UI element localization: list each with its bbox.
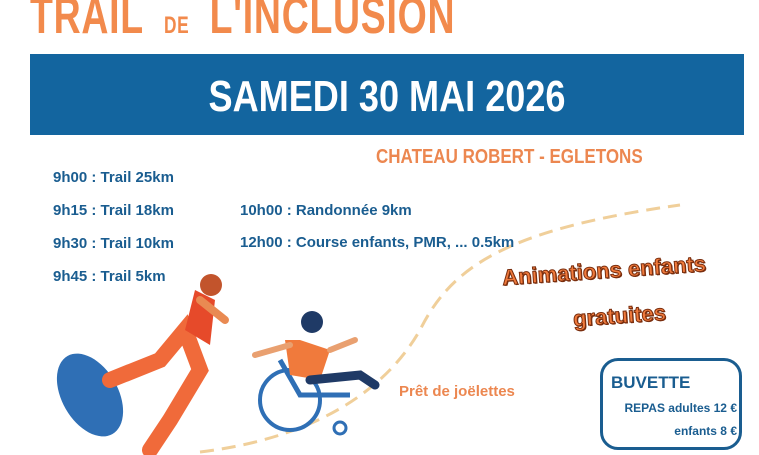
title-trail: TRAIL bbox=[30, 0, 144, 45]
title-de: DE bbox=[163, 12, 190, 39]
wheelchair-figure bbox=[252, 311, 380, 436]
buvette-price-adults: REPAS adultes 12 € bbox=[624, 401, 738, 415]
date-banner: SAMEDI 30 MAI 2026 bbox=[30, 54, 744, 135]
schedule-item: 10h00 : Randonnée 9km bbox=[240, 202, 412, 219]
schedule-item: 9h00 : Trail 25km bbox=[53, 169, 174, 186]
schedule-item: 9h30 : Trail 10km bbox=[53, 235, 174, 252]
buvette-box: BUVETTE REPAS adultes 12 € enfants 8 € bbox=[600, 358, 742, 450]
schedule-item: 9h45 : Trail 5km bbox=[53, 268, 166, 285]
runner-figure bbox=[56, 274, 229, 455]
poster-title: TRAIL DE L'INCLUSION bbox=[30, 0, 455, 46]
buvette-title: BUVETTE bbox=[611, 373, 691, 392]
event-date: SAMEDI 30 MAI 2026 bbox=[208, 72, 566, 121]
schedule-item: 9h15 : Trail 18km bbox=[53, 202, 174, 219]
title-inclusion: L'INCLUSION bbox=[209, 0, 456, 45]
buvette-price-children: enfants 8 € bbox=[674, 424, 737, 438]
schedule-item: 12h00 : Course enfants, PMR, ... 0.5km bbox=[240, 234, 515, 251]
joelettes-text: Prêt de joëlettes bbox=[399, 383, 515, 400]
event-location: CHATEAU ROBERT - EGLETONS bbox=[376, 146, 643, 168]
